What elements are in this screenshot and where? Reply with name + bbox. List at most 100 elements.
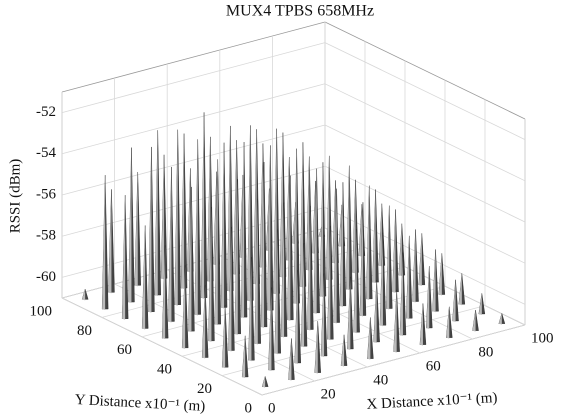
spike-highlight	[259, 143, 263, 269]
spike-highlight	[266, 188, 270, 252]
spike-highlight	[313, 168, 317, 314]
spike-highlight	[188, 186, 192, 333]
spike-highlight	[228, 226, 232, 352]
grid-line	[167, 269, 368, 368]
chart-title: MUX4 TPBS 658MHz	[226, 3, 374, 20]
spike-highlight	[214, 159, 218, 326]
spike-highlight	[267, 145, 271, 312]
spike-highlight	[438, 253, 442, 296]
spike-highlight	[478, 293, 482, 315]
grid-line	[324, 165, 526, 264]
z-tick-label: -52	[36, 104, 56, 120]
spike-highlight	[352, 179, 356, 274]
spike-highlight	[233, 140, 237, 276]
grid-line	[324, 207, 526, 305]
spike-highlight	[241, 142, 245, 319]
spike-highlight	[458, 273, 462, 306]
spike-highlight	[161, 154, 165, 280]
grid-line	[221, 305, 486, 376]
spike-highlight	[242, 335, 246, 378]
spike-highlight	[279, 132, 283, 278]
spike-highlight	[398, 223, 402, 277]
spike-highlight	[419, 303, 423, 346]
spike-highlight	[168, 166, 172, 323]
spike-highlight	[268, 287, 272, 371]
x-tick-label: 100	[531, 330, 554, 346]
spike-highlight	[287, 175, 291, 321]
grid-line	[324, 227, 526, 326]
spike-highlight	[319, 162, 323, 298]
spike-highlight	[299, 142, 303, 288]
grid-line	[61, 297, 263, 396]
grid-line	[61, 124, 326, 196]
axis-line	[324, 21, 526, 120]
spike-highlight	[222, 305, 226, 369]
spike-highlight	[213, 171, 217, 266]
spike-highlight	[392, 209, 396, 293]
spike-highlight	[318, 226, 322, 238]
y-tick-label: 60	[117, 342, 132, 358]
spike-highlight	[154, 130, 158, 297]
spike-highlight	[194, 139, 198, 316]
spike-highlight	[346, 165, 350, 291]
spike-highlight	[248, 257, 252, 362]
spike-highlight	[301, 243, 305, 348]
x-tick-label: 40	[373, 372, 388, 388]
spike-highlight	[327, 225, 331, 341]
spike-highlight	[406, 235, 410, 320]
spike-highlight	[314, 321, 318, 374]
spike-highlight	[379, 232, 383, 327]
spike-highlight	[307, 205, 311, 331]
spike-highlight	[321, 273, 325, 357]
spike-highlight	[426, 266, 430, 329]
spike-highlight	[367, 317, 371, 360]
z-tick-label: -60	[36, 269, 56, 285]
spike-highlight	[273, 128, 277, 295]
spike-highlight	[312, 180, 316, 255]
spike-highlight	[341, 334, 345, 367]
spike-highlight	[294, 270, 298, 364]
spike-highlight	[261, 162, 265, 328]
spike-highlight	[82, 289, 86, 301]
spike-highlight	[262, 376, 266, 388]
spike-highlight	[373, 280, 377, 343]
spike-highlight	[378, 203, 382, 267]
spike-highlight	[281, 202, 285, 338]
grid-line	[219, 255, 420, 354]
z-tick-label: -58	[36, 228, 56, 244]
spike-highlight	[412, 229, 416, 303]
spike-highlight	[254, 199, 258, 345]
spike-highlight	[162, 245, 166, 340]
spike-highlight	[187, 168, 191, 273]
spike-highlight	[366, 185, 370, 300]
spike-highlight	[102, 175, 106, 311]
x-tick-label: 20	[321, 386, 336, 402]
spike-highlight	[108, 189, 112, 294]
y-tick-label: 20	[197, 381, 212, 397]
grid-line	[324, 83, 526, 182]
spike-highlight	[293, 148, 297, 305]
spike-highlight	[247, 125, 251, 302]
z-tick-label: -54	[36, 145, 56, 161]
spike-highlight	[182, 265, 186, 349]
spike-highlight	[227, 125, 231, 292]
spike-highlight	[446, 306, 450, 339]
spike-highlight	[338, 204, 342, 248]
spike-highlight	[181, 133, 185, 290]
grid-line	[324, 42, 526, 140]
spike-highlight	[208, 206, 212, 342]
spike-highlight	[288, 338, 292, 381]
spike-highlight	[286, 157, 290, 262]
grid-line	[61, 42, 326, 113]
spike-highlight	[253, 129, 257, 285]
x-tick-label: 0	[268, 400, 276, 415]
y-tick-label: 80	[77, 323, 92, 339]
x-axis-label: X Distance x10⁻¹ (m)	[366, 390, 498, 413]
grid-line	[261, 324, 526, 396]
spike-highlight	[134, 172, 138, 287]
spike-highlight	[306, 156, 310, 271]
spike-highlight	[221, 142, 225, 309]
spike-highlight	[432, 249, 436, 313]
spike-highlight	[472, 310, 476, 332]
